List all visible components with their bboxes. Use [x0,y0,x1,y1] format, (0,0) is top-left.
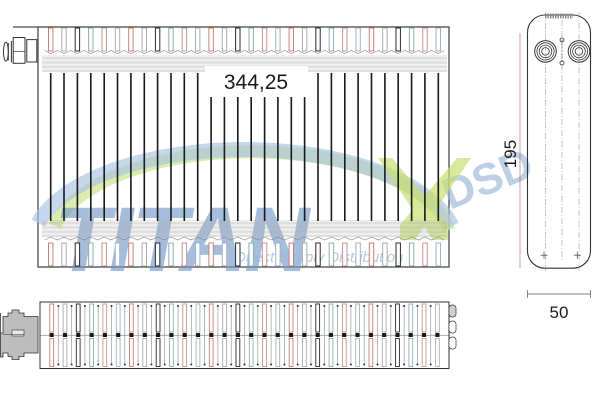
svg-text:50: 50 [550,303,569,322]
svg-text:195: 195 [501,140,520,168]
svg-text:344,25: 344,25 [224,71,288,94]
